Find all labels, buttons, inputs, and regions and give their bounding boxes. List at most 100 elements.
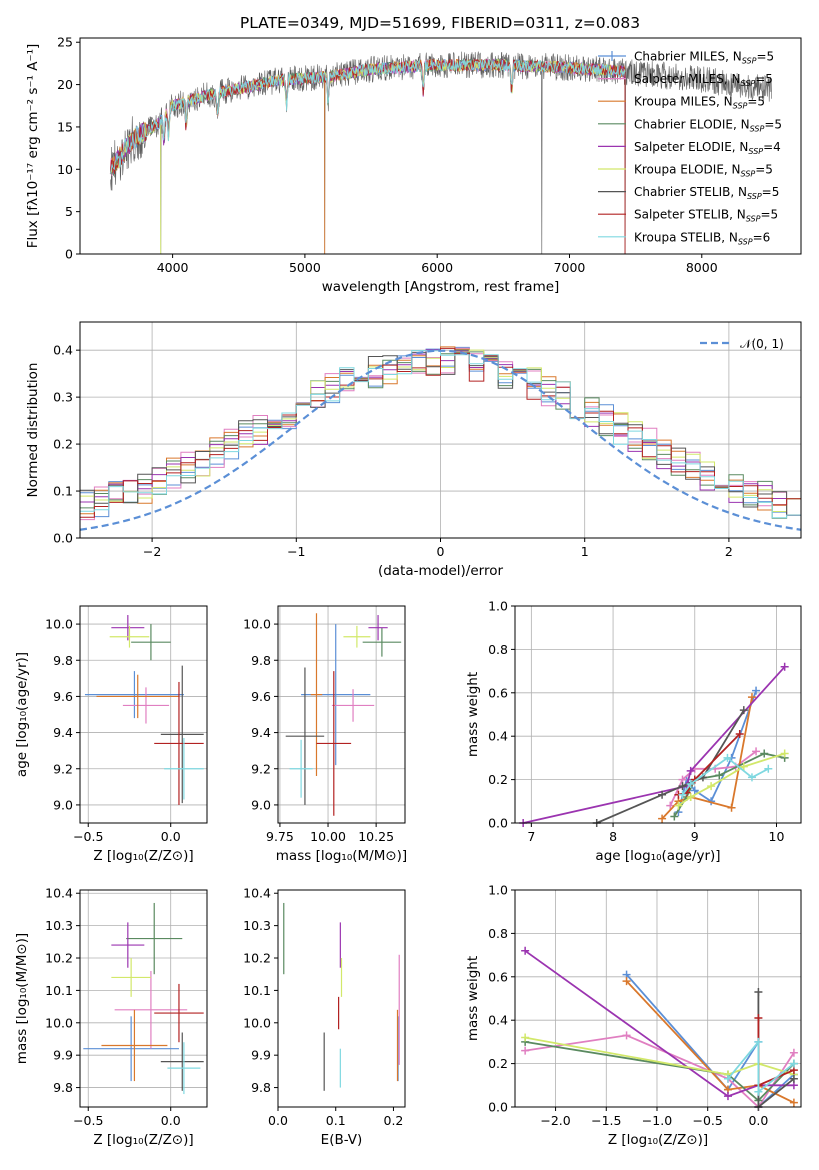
weight-point-chabrier-stelib <box>739 706 748 715</box>
spectrum-kroupa-elodie <box>109 58 626 254</box>
y-tick-label: 0.8 <box>488 926 508 941</box>
x-tick-label: 0.1 <box>326 1113 346 1128</box>
weight-point-salpeter-elodie <box>780 662 789 671</box>
y-tick-label: 0.6 <box>488 685 508 700</box>
y-tick-label: 0 <box>65 247 73 262</box>
x-tick-label: 7 <box>527 829 535 844</box>
y-tick-label: 0.4 <box>53 343 73 358</box>
legend-label-salpeter-stelib: Salpeter STELIB, NSSP=5 <box>634 208 778 224</box>
histogram-salpeter-stelib <box>80 347 801 519</box>
y-tick-label: 9.2 <box>53 761 73 776</box>
y-tick-label: 0.2 <box>53 437 73 452</box>
error-bars <box>83 902 204 1095</box>
weight-line-kroupa-elodie <box>524 1036 795 1076</box>
x-tick-label: −1.0 <box>642 1113 672 1128</box>
y-tick-label: 0.2 <box>488 772 508 787</box>
weight-point-kroupa-stelib <box>789 1059 798 1068</box>
y-tick-label: 9.9 <box>251 1048 271 1063</box>
y-tick-label: 9.9 <box>53 1048 73 1063</box>
x-tick-label: 9.75 <box>266 829 294 844</box>
weight-point-chabrier-stelib <box>789 1074 798 1083</box>
legend-label-normal: 𝒩(0, 1) <box>740 337 784 351</box>
spectrum-salpeter-stelib <box>109 58 626 254</box>
y-tick-label: 10.3 <box>243 918 271 933</box>
x-tick-label: 5000 <box>289 260 321 275</box>
weight-line-salpeter-elodie <box>523 666 786 824</box>
x-tick-label: 7000 <box>554 260 586 275</box>
y-tick-label: 9.8 <box>251 1080 271 1095</box>
x-tick-label: −0.5 <box>693 1113 723 1128</box>
y-tick-label: 0.1 <box>53 484 73 499</box>
axes-frame <box>79 605 208 824</box>
legend-label-kroupa-miles: Kroupa MILES, NSSP=5 <box>634 95 765 111</box>
weight-point-chabrier-stelib <box>658 790 667 799</box>
y-tick-label: 9.8 <box>251 653 271 668</box>
legend-label-chabrier-stelib: Chabrier STELIB, NSSP=5 <box>634 185 779 201</box>
age-vs-metallicity-panel: −0.5 0.0 9.0 9.2 9.4 9.6 9.8 10.0 Z [log₁₀(Z/Z⊙)… <box>14 605 208 864</box>
y-axis-label: age [log₁₀(age/yr)] <box>14 652 30 777</box>
weight-point-salpeter-miles <box>789 1048 798 1057</box>
x-tick-label: 10 <box>769 829 785 844</box>
axes-frame <box>277 605 406 824</box>
x-tick-label: 0.0 <box>748 1113 768 1128</box>
x-axis-label: (data-model)/error <box>378 563 504 579</box>
weight-point-chabrier-miles <box>690 786 699 795</box>
weight-point-kroupa-elodie <box>707 782 716 791</box>
weight-point-kroupa-miles <box>658 814 667 823</box>
y-tick-label: 9.4 <box>251 725 271 740</box>
y-axis-label: Flux [fλ10⁻¹⁷ erg cm⁻² s⁻¹ A⁻¹] <box>25 44 41 249</box>
x-tick-label: 9 <box>691 829 699 844</box>
x-axis-label: age [log₁₀(age/yr)] <box>595 848 720 864</box>
mass-vs-extinction-panel: 0.0 0.1 0.2 9.8 9.9 10.0 10.1 10.2 10.3 10.4 E(B-V… <box>243 886 406 1148</box>
x-axis-label: mass [log₁₀(M/M⊙)] <box>276 848 407 864</box>
residual-histogram-panel: −2 −1 0 1 2 0.0 0.1 0.2 0.3 0.4 (data-model)/error… <box>25 321 802 579</box>
weight-point-salpeter-elodie <box>723 1092 732 1101</box>
weight-line-salpeter-elodie <box>524 950 794 1098</box>
weight-point-chabrier-elodie <box>760 749 769 758</box>
axes-frame <box>79 321 802 539</box>
y-axis-label: mass weight <box>465 956 481 1041</box>
weight-point-chabrier-stelib <box>754 987 763 996</box>
error-bars <box>285 613 402 816</box>
weight-point-kroupa-stelib <box>723 753 732 762</box>
weight-point-chabrier-elodie <box>670 812 679 821</box>
spectrum-title: PLATE=0349, MJD=51699, FIBERID=0311, z=0… <box>240 14 640 32</box>
y-tick-label: 20 <box>57 77 73 92</box>
y-tick-label: 0.4 <box>488 1013 508 1028</box>
y-tick-label: 9.8 <box>53 1080 73 1095</box>
x-tick-label: −1 <box>287 544 305 559</box>
x-tick-label: −2 <box>143 544 161 559</box>
x-axis-label: E(B-V) <box>321 1132 363 1148</box>
histograms <box>80 346 801 531</box>
weight-point-kroupa-elodie <box>780 749 789 758</box>
y-tick-label: 10.0 <box>45 1015 73 1030</box>
y-tick-label: 9.8 <box>53 653 73 668</box>
legend-label-kroupa-elodie: Kroupa ELODIE, NSSP=5 <box>634 163 773 179</box>
y-tick-label: 0.2 <box>488 1056 508 1071</box>
x-tick-label: −0.5 <box>73 1113 103 1128</box>
weight-lines <box>519 662 789 827</box>
weight-point-salpeter-elodie <box>521 946 530 955</box>
y-tick-label: 0.4 <box>488 729 508 744</box>
weight-point-salpeter-miles <box>752 747 761 756</box>
x-tick-label: 8000 <box>686 260 718 275</box>
y-tick-label: 10.0 <box>45 617 73 632</box>
y-axis-label: mass [log₁₀(M/M⊙)] <box>14 933 30 1064</box>
weight-point-chabrier-stelib <box>678 782 687 791</box>
y-tick-label: 0.8 <box>488 642 508 657</box>
x-tick-label: 2 <box>725 544 733 559</box>
spectrum-lines <box>109 51 772 254</box>
y-tick-label: 10.0 <box>243 1015 271 1030</box>
weight-point-kroupa-miles <box>622 977 631 986</box>
axes-frame <box>514 889 802 1108</box>
weight-line-kroupa-stelib <box>727 1039 795 1094</box>
axes-frame <box>277 889 406 1108</box>
weight-point-salpeter-miles <box>521 1046 530 1055</box>
weight-point-kroupa-miles <box>727 803 736 812</box>
mass-vs-metallicity-panel: −0.5 0.0 9.8 9.9 10.0 10.1 10.2 10.3 10.4 Z [log₁… <box>14 886 208 1148</box>
y-tick-label: 9.2 <box>251 761 271 776</box>
y-tick-label: 0.0 <box>488 1100 508 1115</box>
weight-point-kroupa-elodie <box>686 792 695 801</box>
y-tick-label: 15 <box>57 119 73 134</box>
